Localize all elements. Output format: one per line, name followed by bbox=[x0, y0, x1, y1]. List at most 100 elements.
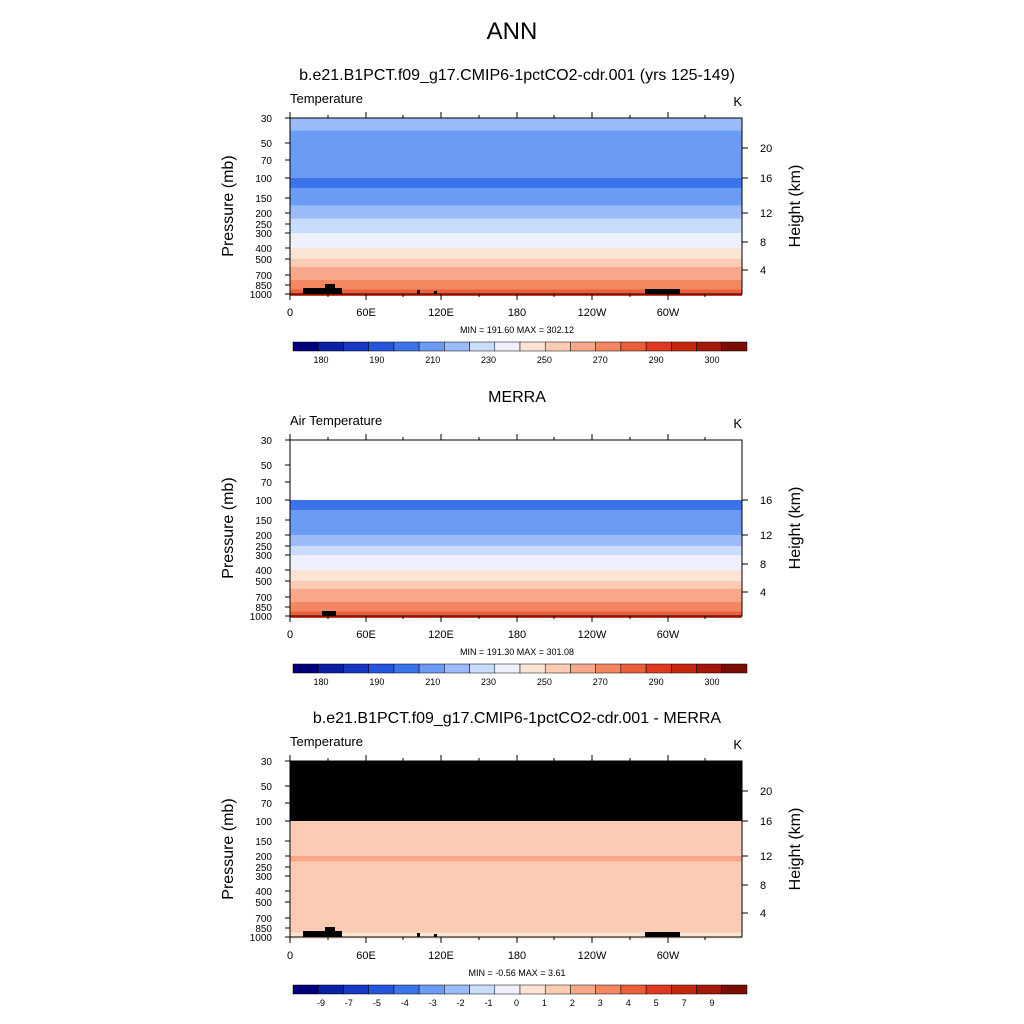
y-tick-label: 700 bbox=[255, 271, 272, 282]
y2-tick-label: 8 bbox=[760, 559, 766, 571]
field-band bbox=[290, 616, 742, 618]
colorbar-swatch bbox=[620, 663, 647, 674]
colorbar-label: 230 bbox=[481, 355, 496, 365]
colorbar-label: 270 bbox=[593, 355, 608, 365]
y-tick-label: 100 bbox=[255, 817, 272, 828]
y2-tick-label: 12 bbox=[760, 530, 772, 542]
missing-data-region bbox=[290, 761, 742, 821]
x-tick-label: 180 bbox=[508, 629, 526, 641]
min-max-stats: MIN = -0.56 MAX = 3.61 bbox=[468, 968, 565, 978]
colorbar-label: -2 bbox=[457, 998, 465, 1008]
colorbar-swatch bbox=[570, 984, 596, 995]
colorbar-label: 4 bbox=[626, 998, 631, 1008]
x-tick-label: 60W bbox=[657, 950, 680, 962]
y2-tick-label: 20 bbox=[760, 786, 772, 798]
colorbar-swatch bbox=[595, 663, 622, 674]
y-tick-label: 70 bbox=[261, 156, 273, 167]
field-band bbox=[290, 611, 742, 616]
x-tick-label: 120W bbox=[578, 307, 607, 319]
y-axis-title: Pressure (mb) bbox=[220, 798, 237, 899]
chart-panel-2: MERRA Air Temperature K 0 60E 120E 180 120W 60W 3… bbox=[220, 389, 804, 687]
y-axis-title: Pressure (mb) bbox=[220, 477, 237, 578]
x-tick-label: 0 bbox=[287, 950, 293, 962]
colorbar-label: 180 bbox=[313, 355, 328, 365]
colorbar-label: -1 bbox=[485, 998, 493, 1008]
field-band bbox=[290, 883, 742, 891]
y-tick-label: 850 bbox=[255, 603, 272, 614]
field-band bbox=[290, 253, 742, 259]
colorbar-label: 300 bbox=[704, 677, 719, 687]
colorbar-swatch bbox=[317, 341, 344, 352]
colorbar-swatch bbox=[317, 663, 344, 674]
y-tick-label: 150 bbox=[255, 516, 272, 527]
y-tick-label: 50 bbox=[261, 782, 273, 793]
colorbar-swatch bbox=[469, 341, 496, 352]
colorbar-label: 270 bbox=[593, 677, 608, 687]
y-tick-label: 200 bbox=[255, 209, 272, 220]
field-band bbox=[290, 205, 742, 213]
field-band bbox=[290, 218, 742, 224]
field-band bbox=[290, 602, 742, 607]
x-tick-label: 0 bbox=[287, 629, 293, 641]
variable-label: Temperature bbox=[290, 734, 363, 749]
field-band bbox=[290, 562, 742, 570]
colorbar-swatch bbox=[418, 341, 445, 352]
topography-mask bbox=[325, 284, 335, 294]
colorbar-swatch bbox=[696, 984, 723, 995]
field-band bbox=[290, 932, 742, 937]
colorbar-swatch bbox=[519, 341, 546, 352]
y-tick-label: 300 bbox=[255, 551, 272, 562]
colorbar-swatch bbox=[393, 663, 420, 674]
colorbar-swatch bbox=[393, 341, 420, 352]
colorbar-swatch bbox=[494, 984, 521, 995]
field-band bbox=[290, 289, 742, 294]
colorbar-label: 250 bbox=[537, 677, 552, 687]
y-tick-label: 250 bbox=[255, 542, 272, 553]
y-tick-label: 100 bbox=[255, 496, 272, 507]
units-label: K bbox=[733, 737, 742, 752]
y-tick-label: 30 bbox=[261, 114, 273, 125]
colorbar-swatch bbox=[368, 663, 395, 674]
y2-axis-title: Height (km) bbox=[787, 487, 804, 570]
plot-frame bbox=[289, 760, 743, 938]
colorbar-swatch bbox=[418, 984, 445, 995]
colorbar-swatch bbox=[292, 663, 319, 674]
colorbar-label: 290 bbox=[649, 677, 664, 687]
y-tick-label: 70 bbox=[261, 478, 273, 489]
colorbar-label: 250 bbox=[537, 355, 552, 365]
field-band bbox=[290, 228, 742, 233]
colorbar-swatch bbox=[671, 663, 697, 674]
y-tick-label: 700 bbox=[255, 914, 272, 925]
x-tick-label: 60W bbox=[657, 307, 680, 319]
topography-mask bbox=[645, 289, 680, 294]
x-tick-label: 0 bbox=[287, 307, 293, 319]
topography-mask bbox=[322, 611, 336, 616]
field-band bbox=[290, 923, 742, 928]
y-tick-label: 50 bbox=[261, 139, 273, 150]
field-band bbox=[290, 294, 742, 296]
colorbar-swatch bbox=[444, 341, 470, 352]
colorbar-swatch bbox=[570, 341, 596, 352]
topography-mask bbox=[303, 288, 342, 294]
field-band bbox=[290, 540, 742, 546]
topography-mask bbox=[434, 934, 437, 937]
colorbar-swatch bbox=[696, 663, 723, 674]
colorbar-label: 290 bbox=[649, 355, 664, 365]
field-band bbox=[290, 871, 742, 876]
colorbar-swatch bbox=[645, 663, 672, 674]
colorbar-label: 190 bbox=[369, 355, 384, 365]
y-tick-label: 400 bbox=[255, 244, 272, 255]
y-tick-label: 300 bbox=[255, 872, 272, 883]
colorbar-label: 2 bbox=[570, 998, 575, 1008]
field-band bbox=[290, 267, 742, 275]
chart-title: b.e21.B1PCT.f09_g17.CMIP6-1pctCO2-cdr.00… bbox=[313, 710, 722, 727]
x-tick-label: 60E bbox=[356, 950, 376, 962]
topography-mask bbox=[325, 927, 335, 937]
y-tick-label: 400 bbox=[255, 887, 272, 898]
x-tick-label: 120E bbox=[428, 629, 454, 641]
field-band bbox=[290, 831, 742, 841]
colorbar-swatch bbox=[595, 984, 622, 995]
y-tick-label: 500 bbox=[255, 255, 272, 266]
chart-title: MERRA bbox=[488, 389, 546, 406]
